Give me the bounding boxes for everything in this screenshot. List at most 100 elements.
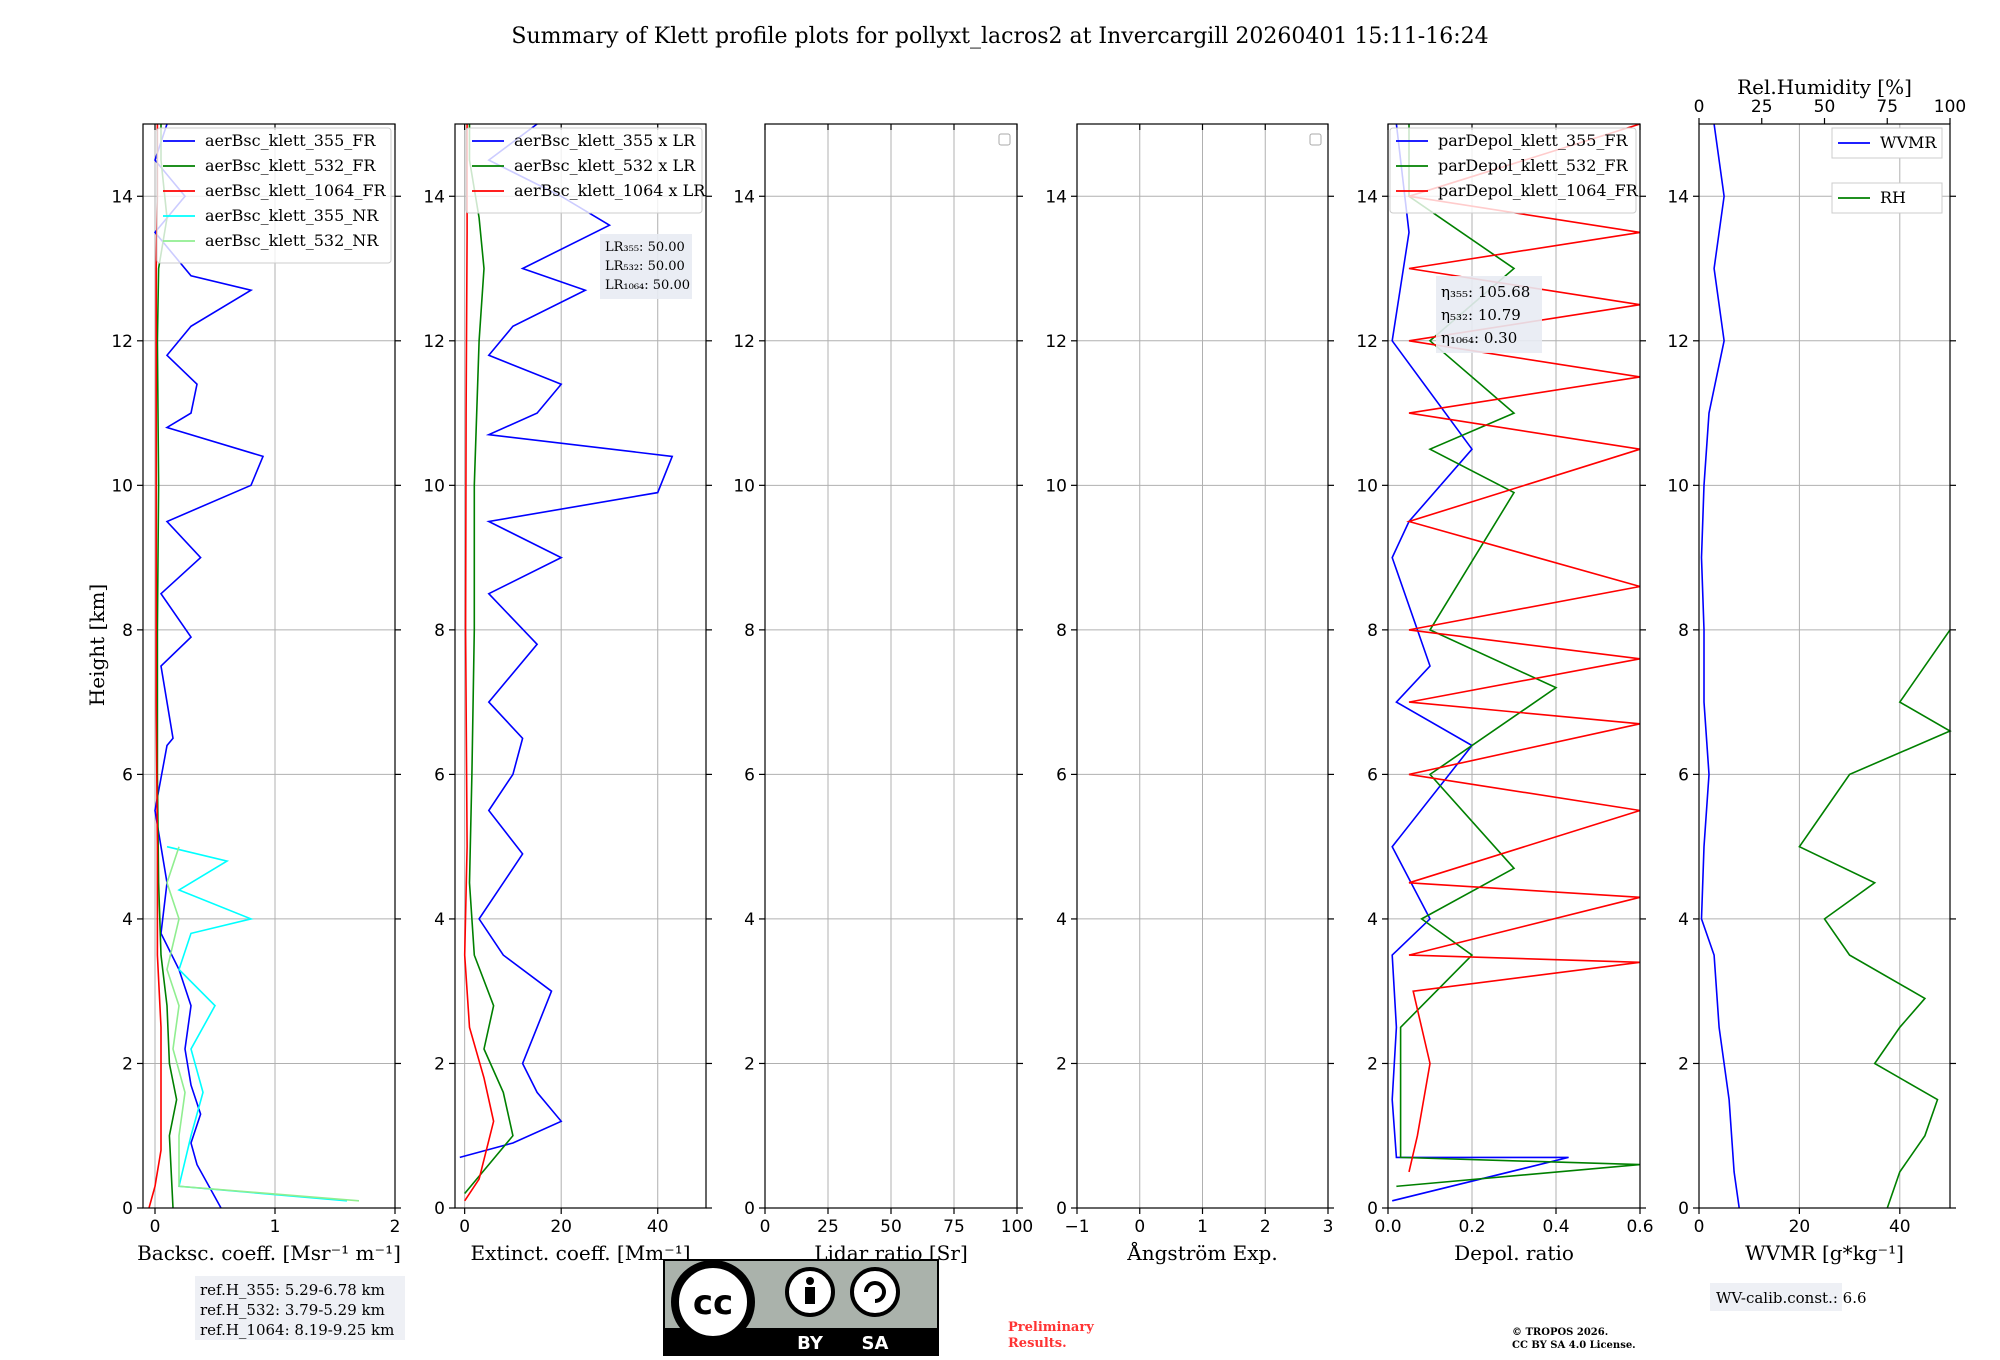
cc-logo-text: cc — [693, 1283, 733, 1323]
y-tick-label: 0 — [1056, 1199, 1067, 1219]
series-line-wvmr — [1700, 123, 1740, 1209]
y-tick-label: 4 — [744, 910, 755, 930]
ref-height-355: ref.H_355: 5.29-6.78 km — [200, 1281, 385, 1299]
legend-entry: aerBsc_klett_532_NR — [205, 231, 379, 250]
secondary-x-tick-label: 100 — [1934, 97, 1966, 117]
legend-entry: aerBsc_klett_1064 x LR — [514, 181, 706, 200]
y-tick-label: 2 — [434, 1054, 445, 1074]
series-line-aerbsc-klett-1064-fr — [148, 124, 162, 1209]
y-tick-label: 12 — [733, 332, 755, 352]
y-tick-label: 10 — [1356, 476, 1378, 496]
y-tick-label: 8 — [434, 621, 445, 641]
y-tick-label: 8 — [1367, 621, 1378, 641]
series-line-aerbsc-klett-355-fr — [153, 123, 265, 1209]
y-tick-label: 0 — [1367, 1199, 1378, 1219]
x-tick-label: 0 — [1134, 1217, 1145, 1237]
series-line-aerbsc-klett-532-nr — [166, 846, 360, 1202]
license-line: CC BY SA 4.0 License. — [1512, 1340, 1636, 1351]
secondary-x-tick-label: 25 — [1751, 97, 1773, 117]
y-tick-label: 8 — [122, 621, 133, 641]
y-tick-label: 2 — [1678, 1054, 1689, 1074]
y-tick-label: 14 — [1045, 187, 1067, 207]
axes-frame — [1698, 123, 1951, 1209]
annotation-text: LR₁₀₆₄: 50.00 — [605, 278, 690, 293]
x-tick-label: 3 — [1323, 1217, 1334, 1237]
ref-height-1064: ref.H_1064: 8.19-9.25 km — [200, 1321, 394, 1339]
figure-title: Summary of Klett profile plots for polly… — [511, 24, 1488, 49]
y-tick-label: 10 — [423, 476, 445, 496]
share-alike-icon — [850, 1267, 900, 1317]
legend-entry: parDepol_klett_532_FR — [1438, 156, 1629, 175]
preliminary-label: Preliminary — [1008, 1320, 1094, 1335]
person-body-icon — [805, 1287, 815, 1304]
copyright-line: © TROPOS 2026. — [1512, 1327, 1608, 1338]
y-tick-label: 12 — [1356, 332, 1378, 352]
x-tick-label: 100 — [1001, 1217, 1033, 1237]
x-axis-label: Extinct. coeff. [Mm⁻¹] — [470, 1241, 690, 1265]
person-head-icon — [806, 1277, 814, 1285]
legend-entry: aerBsc_klett_355 x LR — [514, 131, 696, 150]
legend-entry: aerBsc_klett_355_FR — [205, 131, 376, 150]
y-tick-label: 0 — [1678, 1199, 1689, 1219]
legend-box — [1389, 127, 1637, 214]
annotation-box — [1436, 276, 1542, 353]
y-tick-label: 6 — [122, 765, 133, 785]
y-tick-label: 8 — [744, 621, 755, 641]
cc-by-label: BY — [797, 1333, 824, 1354]
y-tick-label: 6 — [1056, 765, 1067, 785]
legend-entry: parDepol_klett_1064_FR — [1438, 181, 1639, 200]
x-tick-label: −1 — [1064, 1217, 1089, 1237]
share-alike-arrow-icon — [864, 1281, 886, 1303]
y-tick-label: 14 — [423, 187, 445, 207]
legend-entry: WVMR — [1880, 133, 1937, 152]
legend-entry: aerBsc_klett_532 x LR — [514, 156, 696, 175]
cc-logo-icon — [671, 1260, 755, 1344]
reference-heights-box: ref.H_355: 5.29-6.78 km ref.H_532: 3.79-… — [195, 1276, 405, 1340]
x-tick-label: 0 — [150, 1217, 161, 1237]
annotation-box — [600, 234, 692, 299]
x-tick-label: 1 — [1197, 1217, 1208, 1237]
x-tick-label: 0.0 — [1374, 1217, 1401, 1237]
y-tick-label: 8 — [1056, 621, 1067, 641]
y-tick-label: 2 — [122, 1054, 133, 1074]
x-axis-label: Ångström Exp. — [1126, 1240, 1277, 1265]
y-tick-label: 6 — [1367, 765, 1378, 785]
y-tick-label: 0 — [434, 1199, 445, 1219]
x-tick-label: 40 — [647, 1217, 669, 1237]
water-vapor-panel: 0 20 40 0 2 4 6 8 10 12 14 WVMR [g*kg⁻¹] 0 25 50 75 100 R… — [1667, 75, 1966, 1265]
axes-frame — [454, 123, 707, 1209]
y-tick-label: 6 — [744, 765, 755, 785]
x-axis-label: Depol. ratio — [1454, 1241, 1574, 1265]
x-tick-label: 0 — [1694, 1217, 1705, 1237]
y-tick-label: 4 — [1056, 910, 1067, 930]
wv-calibration-background — [1710, 1283, 1842, 1311]
reference-heights-background — [195, 1276, 405, 1340]
extinction-panel: 0 20 40 0 2 4 6 8 10 12 14 Extinct. coeff. [Mm⁻¹] ae… — [423, 123, 712, 1265]
y-axis-label: Height [km] — [85, 584, 109, 706]
x-tick-label: 2 — [1260, 1217, 1271, 1237]
series-line-aerbsc-klett-355-x-lr — [459, 123, 674, 1159]
y-tick-label: 10 — [733, 476, 755, 496]
y-tick-label: 10 — [1667, 476, 1689, 496]
y-tick-label: 14 — [1356, 187, 1378, 207]
axes-frame — [1387, 123, 1641, 1209]
y-tick-label: 4 — [1367, 910, 1378, 930]
depolarization-panel: 0.0 0.2 0.4 0.6 0 2 4 6 8 10 12 14 Depol. ratio parDe… — [1356, 123, 1654, 1265]
legend-entry: aerBsc_klett_532_FR — [205, 156, 376, 175]
empty-legend-box — [1309, 133, 1322, 146]
secondary-x-tick-label: 75 — [1876, 97, 1898, 117]
cc-license-badge: cc BY SA — [663, 1259, 939, 1356]
annotation-text: η₁₀₆₄: 0.30 — [1441, 329, 1517, 347]
legend-entry: parDepol_klett_355_FR — [1438, 131, 1629, 150]
annotation-text: η₅₃₂: 10.79 — [1441, 306, 1521, 324]
x-tick-label: 0 — [459, 1217, 470, 1237]
series-line-rh — [1798, 629, 1952, 1209]
x-tick-label: 20 — [1789, 1217, 1811, 1237]
y-tick-label: 14 — [733, 187, 755, 207]
annotation-text: η₃₅₅: 105.68 — [1441, 283, 1530, 301]
wv-calibration-box: WV-calib.const.: 6.6 — [1710, 1283, 1867, 1311]
x-tick-label: 75 — [943, 1217, 965, 1237]
y-tick-label: 2 — [1367, 1054, 1378, 1074]
y-tick-label: 0 — [122, 1199, 133, 1219]
